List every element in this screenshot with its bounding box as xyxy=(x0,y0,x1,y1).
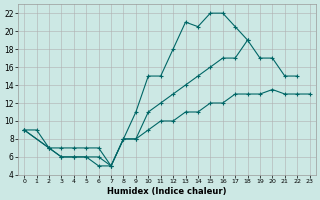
X-axis label: Humidex (Indice chaleur): Humidex (Indice chaleur) xyxy=(107,187,227,196)
